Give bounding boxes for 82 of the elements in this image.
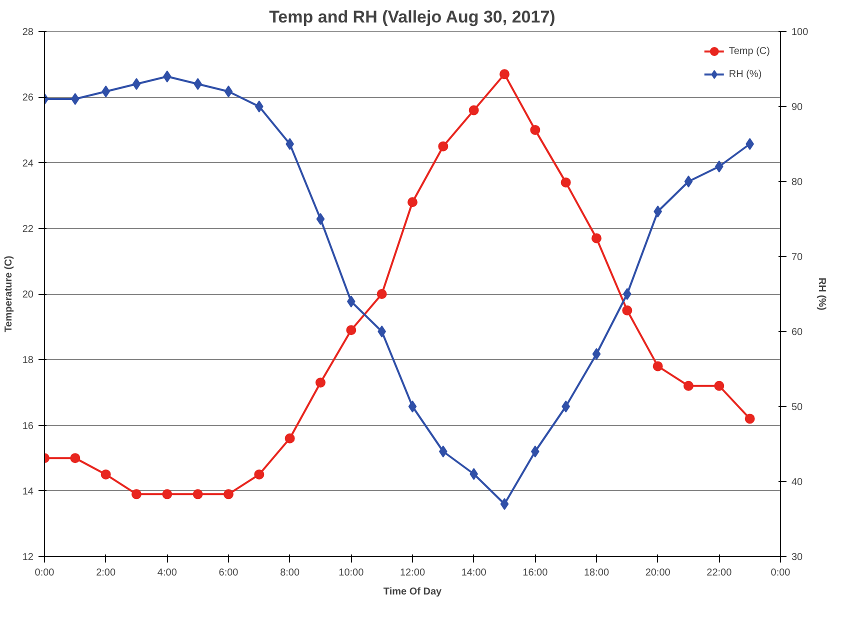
point — [316, 213, 325, 225]
x-tick-label: 2:00 — [96, 568, 116, 578]
y-tick-label: 26 — [22, 92, 34, 104]
y-tick-label: 18 — [22, 355, 34, 366]
point — [439, 446, 448, 458]
point — [562, 400, 570, 412]
y2-tick-label: 40 — [792, 477, 804, 488]
point — [286, 138, 294, 150]
point — [100, 469, 111, 480]
y2-tick-label: 70 — [792, 252, 804, 263]
point — [71, 93, 80, 105]
x-tick-label: 8:00 — [280, 568, 300, 578]
point — [470, 468, 478, 480]
x-tick-label: 20:00 — [645, 568, 671, 578]
point — [744, 414, 755, 424]
point — [347, 296, 356, 308]
point — [255, 100, 264, 112]
point — [70, 453, 80, 464]
y2-tick-label: 60 — [792, 327, 804, 338]
x-tick-label: 18:00 — [584, 568, 610, 578]
y2-tick-label: 100 — [792, 27, 809, 38]
point — [746, 138, 754, 150]
point — [531, 446, 540, 458]
point — [560, 177, 571, 188]
x-tick-label: 16:00 — [522, 568, 548, 578]
x-tick-label: 0:00 — [34, 568, 55, 578]
point — [500, 69, 510, 80]
point — [408, 400, 417, 412]
point — [468, 105, 479, 116]
point — [408, 197, 418, 208]
point — [163, 70, 172, 82]
point — [715, 160, 724, 172]
point — [500, 498, 509, 510]
y-tick-label: 24 — [22, 158, 34, 170]
x-tick-label: 0:00 — [770, 568, 791, 578]
y-tick-label: 16 — [22, 420, 34, 432]
y2-tick-label: 80 — [792, 177, 804, 188]
x-tick-label: 12:00 — [400, 568, 426, 578]
point — [194, 78, 202, 90]
x-tick-label: 4:00 — [157, 568, 178, 578]
x-tick-label: 10:00 — [338, 568, 364, 578]
chart-title: Temp and RH (Vallejo Aug 30, 2017) — [269, 8, 556, 26]
y2-tick-label: 50 — [792, 402, 804, 413]
x-tick-label: 22:00 — [706, 568, 732, 578]
y-tick-label: 22 — [22, 224, 34, 235]
point — [592, 233, 602, 244]
y-axis-title: Temperature (C) — [3, 256, 14, 332]
y-tick-label: 20 — [22, 290, 34, 300]
point — [284, 433, 295, 444]
x-axis-title: Time Of Day — [383, 586, 442, 598]
point — [192, 489, 203, 500]
point — [622, 305, 632, 316]
point — [684, 380, 694, 391]
point — [102, 86, 110, 98]
point — [592, 348, 601, 360]
point — [684, 176, 693, 188]
y-tick-label: 12 — [22, 552, 34, 563]
point — [346, 325, 356, 336]
point — [438, 141, 448, 152]
x-tick-label: 14:00 — [461, 568, 487, 578]
y2-tick-label: 30 — [792, 552, 804, 563]
point — [316, 378, 326, 388]
point — [654, 206, 662, 218]
y2-tick-label: 90 — [792, 102, 804, 113]
y-tick-label: 28 — [22, 27, 34, 38]
point — [132, 78, 141, 90]
legend-label: Temp (C) — [728, 46, 770, 56]
point — [254, 469, 264, 480]
point — [376, 289, 387, 299]
point — [132, 489, 142, 500]
point — [162, 489, 172, 500]
point — [224, 489, 234, 500]
point — [378, 326, 386, 338]
y-tick-label: 14 — [22, 486, 34, 498]
point — [652, 361, 663, 372]
point — [714, 380, 724, 391]
y2-axis-title: RH (%) — [816, 278, 828, 310]
point — [530, 124, 540, 135]
point — [623, 288, 632, 300]
point — [224, 86, 233, 98]
legend-label: RH (%) — [728, 68, 762, 80]
x-tick-label: 6:00 — [218, 568, 239, 578]
